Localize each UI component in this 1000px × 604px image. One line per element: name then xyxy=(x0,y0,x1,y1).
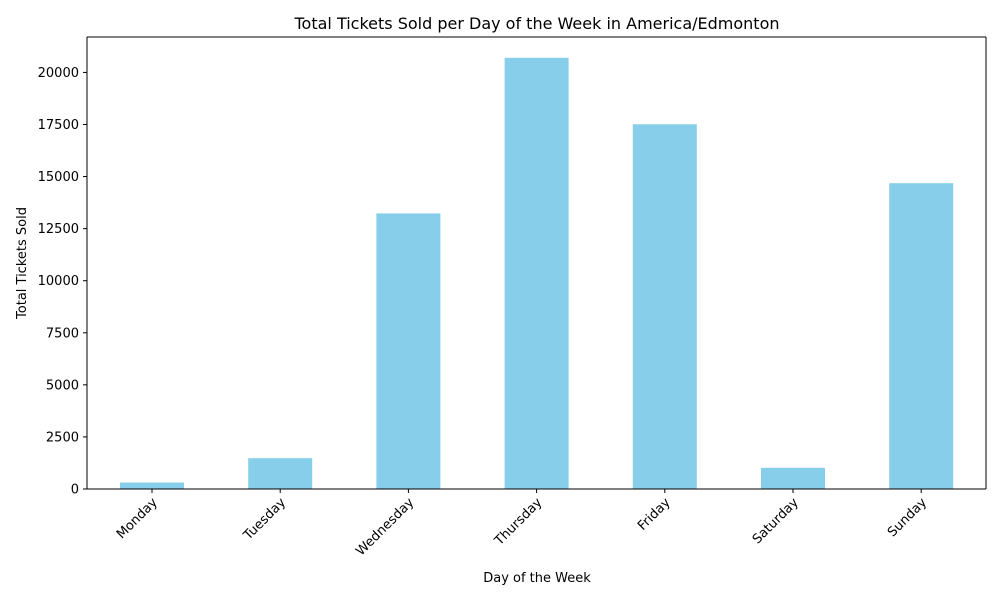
bar-saturday xyxy=(761,467,825,489)
y-axis-label: Total Tickets Sold xyxy=(15,207,30,320)
bar-tuesday xyxy=(248,458,313,489)
y-tick-label: 2500 xyxy=(46,430,79,445)
axes-frame xyxy=(86,36,987,490)
y-tick-label: 10000 xyxy=(38,274,79,289)
y-tick-label: 7500 xyxy=(46,326,79,341)
y-tick-label: 20000 xyxy=(38,66,79,81)
y-axis-ticks: 0 2500 5000 7500 10000 12500 15000 17500 20000 xyxy=(38,66,87,498)
chart-title: Total Tickets Sold per Day of the Week i… xyxy=(293,14,779,33)
y-tick-label: 5000 xyxy=(46,378,79,393)
bar-friday xyxy=(632,124,697,490)
y-tick-label: 17500 xyxy=(38,118,79,133)
bar-wednesday xyxy=(376,213,441,489)
y-tick-label: 12500 xyxy=(38,222,79,237)
bar-monday xyxy=(120,482,184,489)
y-tick-label: 0 xyxy=(71,483,79,498)
bar-thursday xyxy=(504,57,569,490)
y-tick-label: 15000 xyxy=(38,170,79,185)
x-axis-label: Day of the Week xyxy=(483,571,591,586)
bars-group xyxy=(120,57,954,490)
bar-sunday xyxy=(889,183,954,489)
